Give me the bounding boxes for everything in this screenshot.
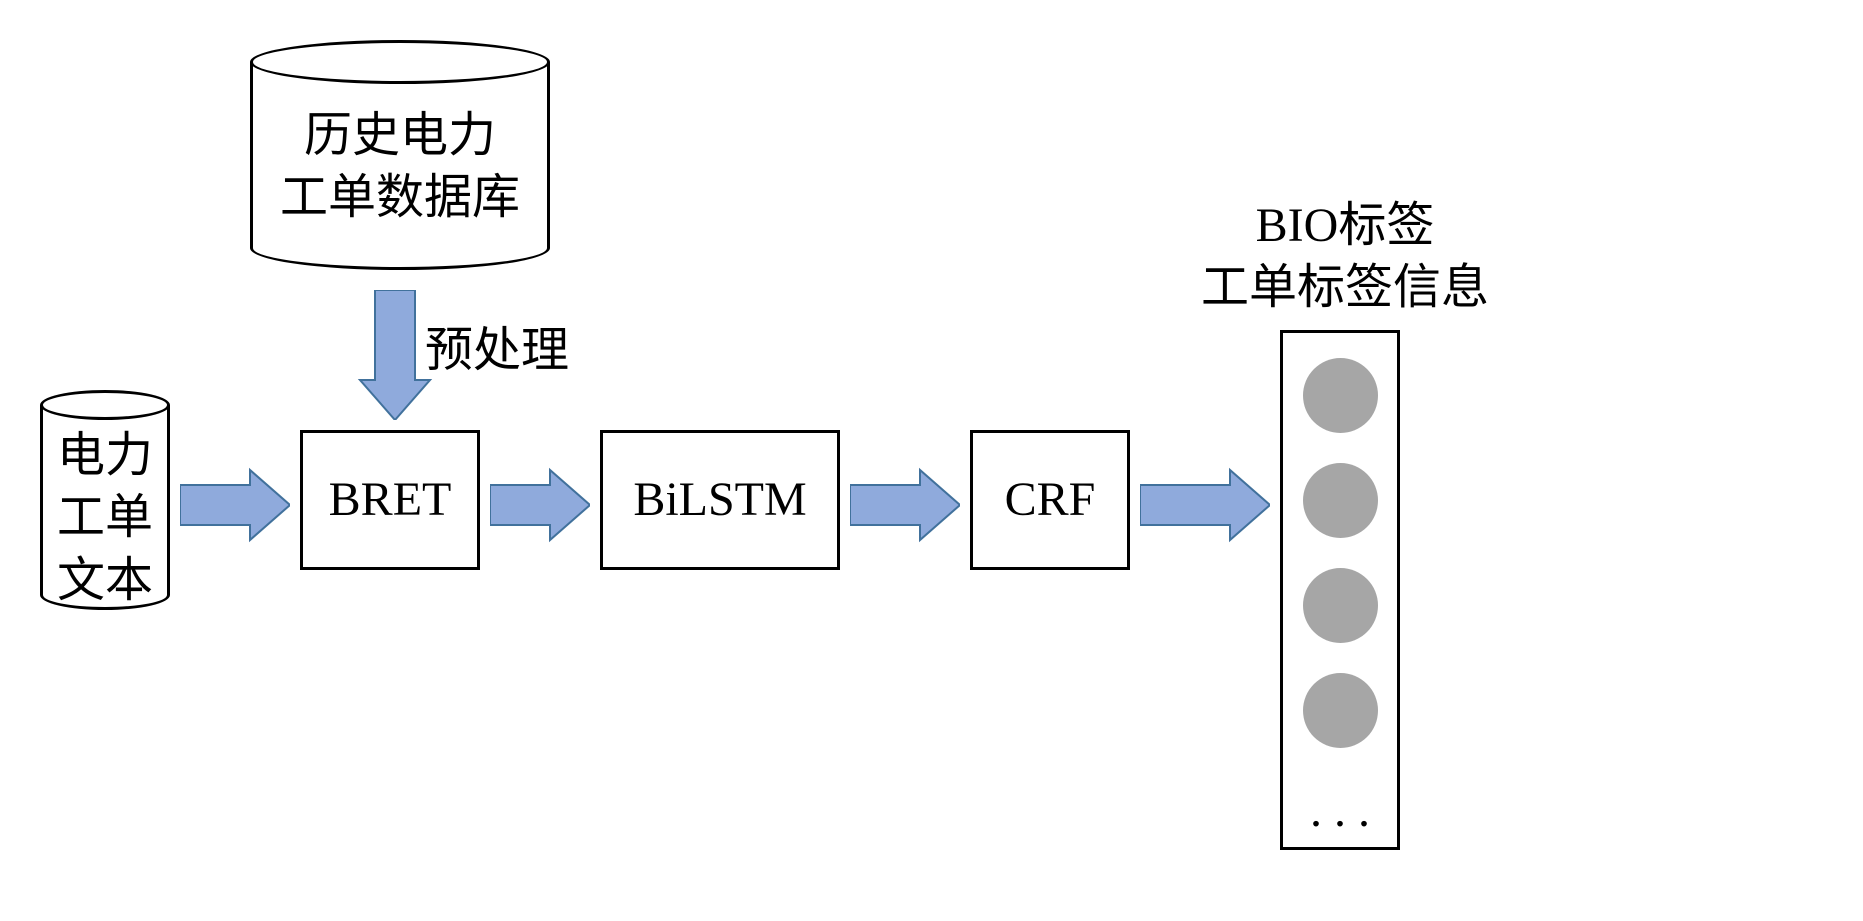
node-output: . . . <box>1280 330 1400 850</box>
arrow-down-preprocess <box>355 290 435 420</box>
cylinder-input: 电力 工单 文本 <box>40 390 170 610</box>
cylinder-input-line3: 文本 <box>57 554 153 607</box>
output-title-line2: 工单标签信息 <box>1201 261 1489 314</box>
cylinder-database-line1: 历史电力 <box>304 109 496 162</box>
arrow-a3 <box>850 465 960 545</box>
cylinder-database-line2: 工单数据库 <box>280 171 520 224</box>
output-circle <box>1303 463 1378 538</box>
node-crf: CRF <box>970 430 1130 570</box>
output-title: BIO标签 工单标签信息 <box>1190 195 1500 320</box>
cylinder-input-line2: 工单 <box>57 491 153 544</box>
arrow-a1 <box>180 465 290 545</box>
output-ellipsis: . . . <box>1310 783 1370 838</box>
label-preprocess: 预处理 <box>425 310 569 380</box>
node-bilstm: BiLSTM <box>600 430 840 570</box>
output-circle <box>1303 673 1378 748</box>
output-title-line1: BIO标签 <box>1256 199 1435 252</box>
node-bret: BRET <box>300 430 480 570</box>
cylinder-input-line1: 电力 <box>57 429 153 482</box>
arrow-a4 <box>1140 465 1270 545</box>
node-bilstm-label: BiLSTM <box>633 469 806 531</box>
output-circle <box>1303 568 1378 643</box>
node-bret-label: BRET <box>329 469 452 531</box>
cylinder-database: 历史电力 工单数据库 <box>250 40 550 270</box>
node-crf-label: CRF <box>1005 469 1096 531</box>
output-circle <box>1303 358 1378 433</box>
arrow-a2 <box>490 465 590 545</box>
